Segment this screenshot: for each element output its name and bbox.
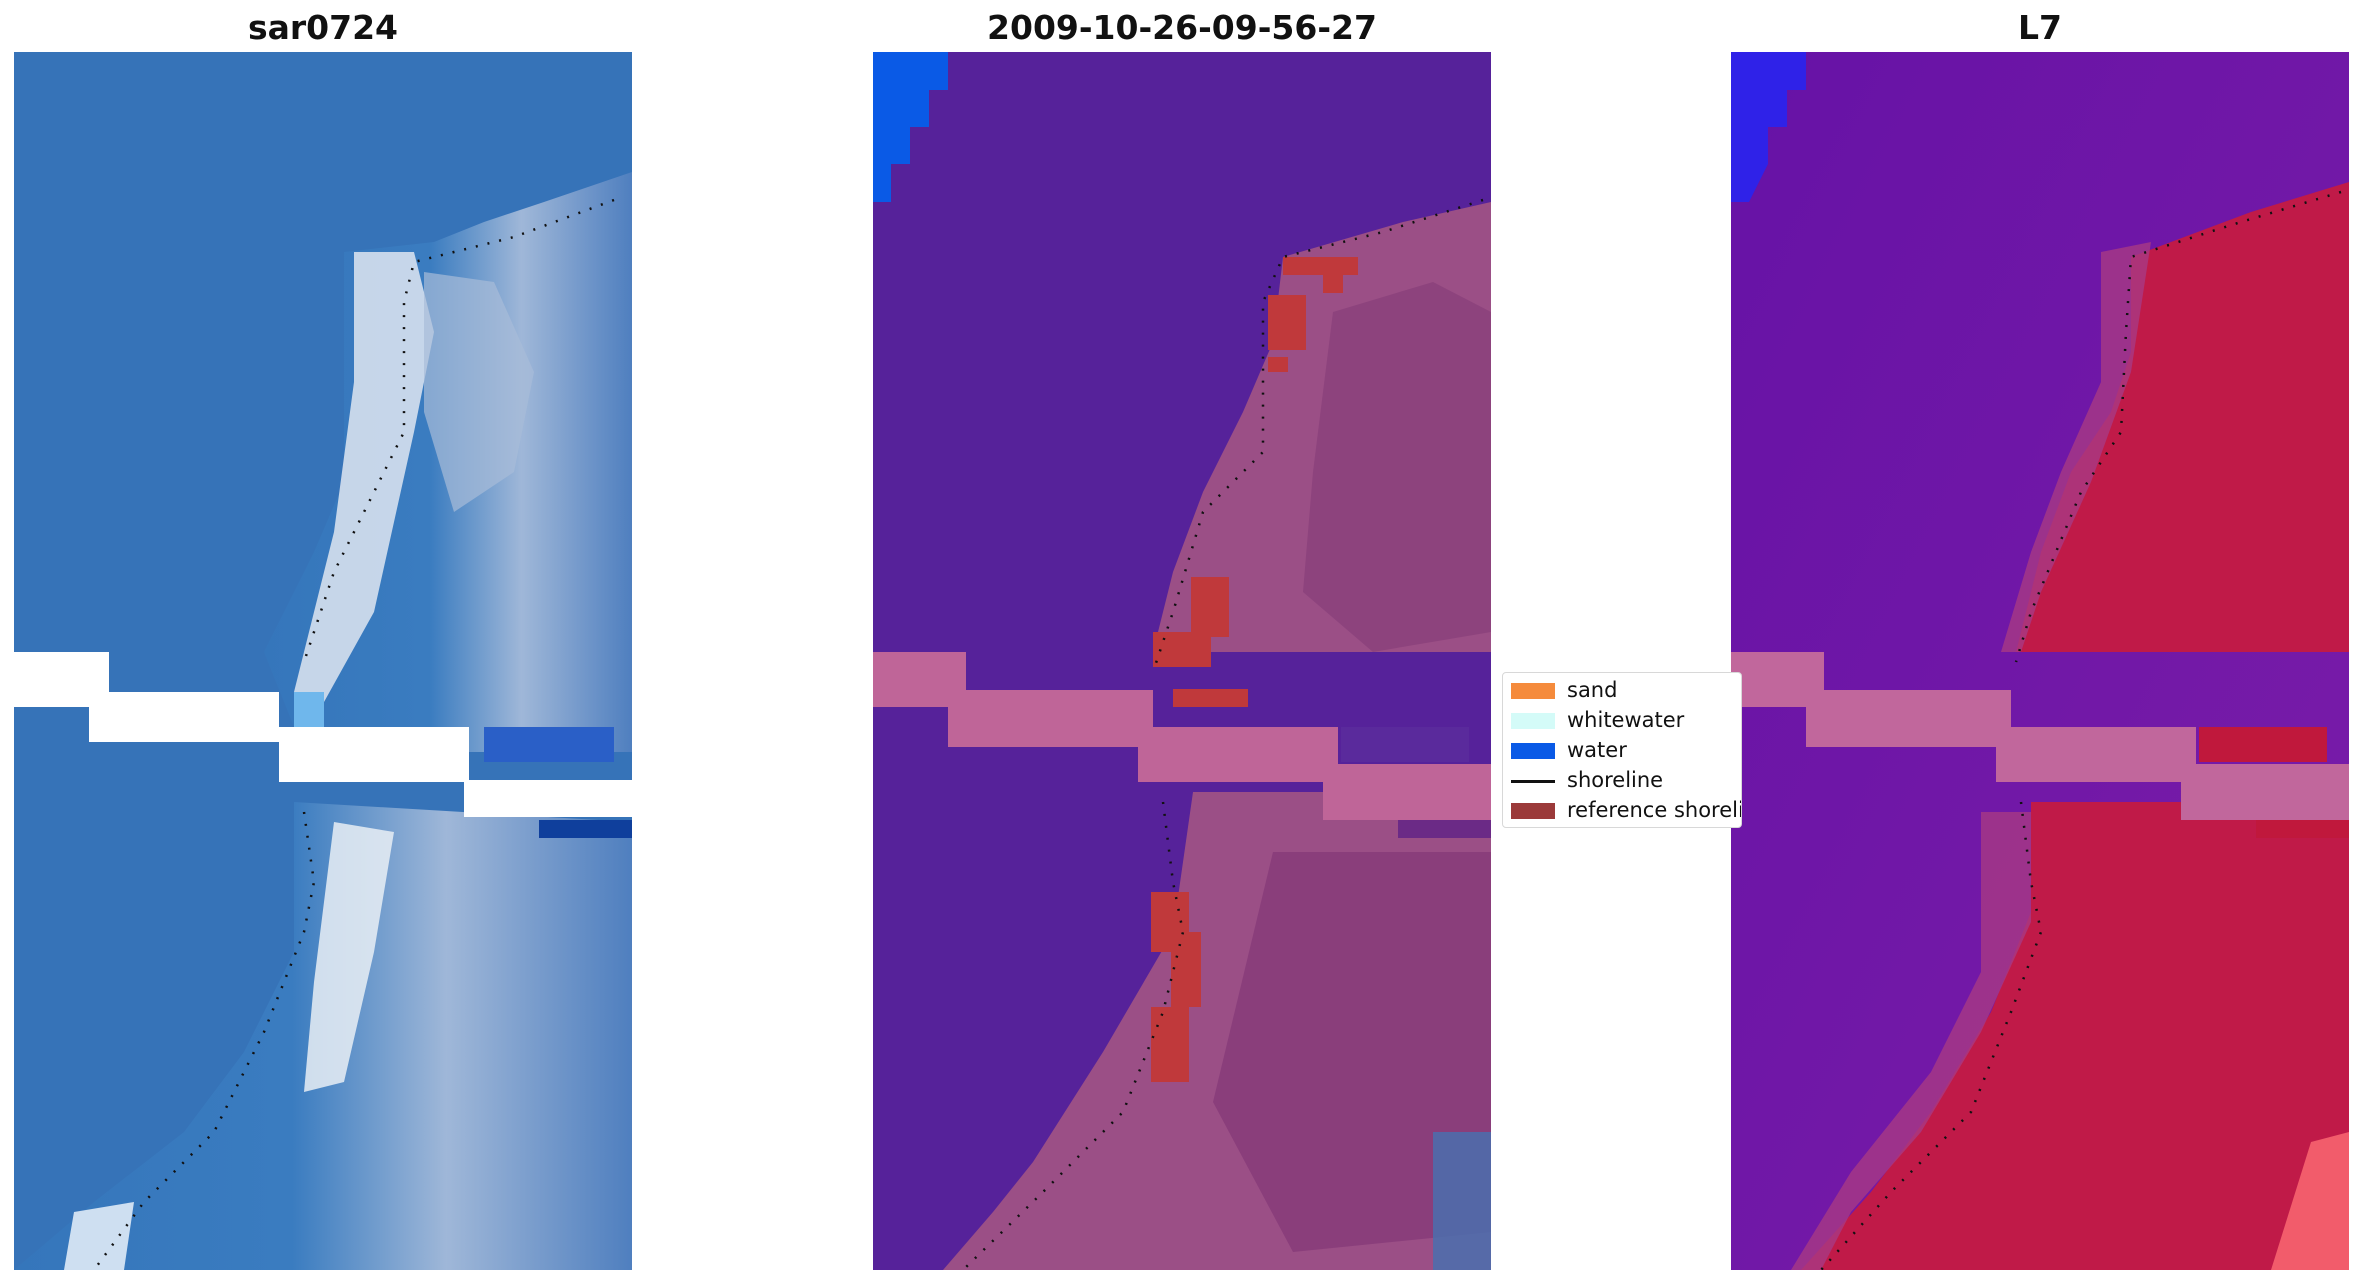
legend-item-whitewater: whitewater bbox=[1503, 705, 1741, 735]
panel-title-ndwi: L7 bbox=[2018, 8, 2062, 47]
legend-swatch-whitewater bbox=[1511, 713, 1555, 729]
ndwi-panel bbox=[1731, 52, 2349, 1270]
classification-panel bbox=[873, 52, 1491, 1270]
legend-label: water bbox=[1567, 738, 1627, 762]
classification-image bbox=[873, 52, 1491, 1270]
legend-label: sand bbox=[1567, 678, 1618, 702]
legend-swatch-water bbox=[1511, 743, 1555, 759]
legend-label: reference shoreline bbox=[1567, 798, 1741, 822]
legend: sand whitewater water shoreline referenc… bbox=[1502, 672, 1742, 828]
legend-swatch-reference-shoreline bbox=[1511, 803, 1555, 819]
legend-swatch-shoreline bbox=[1511, 780, 1555, 783]
legend-label: whitewater bbox=[1567, 708, 1685, 732]
ndwi-image bbox=[1731, 52, 2349, 1270]
panel-title-rgb: sar0724 bbox=[247, 8, 399, 47]
legend-item-sand: sand bbox=[1503, 675, 1741, 705]
legend-item-shoreline: shoreline bbox=[1503, 765, 1741, 795]
legend-item-water: water bbox=[1503, 735, 1741, 765]
rgb-image-panel bbox=[14, 52, 632, 1270]
legend-label: shoreline bbox=[1567, 768, 1664, 792]
panel-title-classification: 2009-10-26-09-56-27 bbox=[987, 8, 1377, 47]
legend-item-reference-shoreline: reference shoreline bbox=[1503, 795, 1741, 825]
rgb-image bbox=[14, 52, 632, 1270]
legend-swatch-sand bbox=[1511, 683, 1555, 699]
